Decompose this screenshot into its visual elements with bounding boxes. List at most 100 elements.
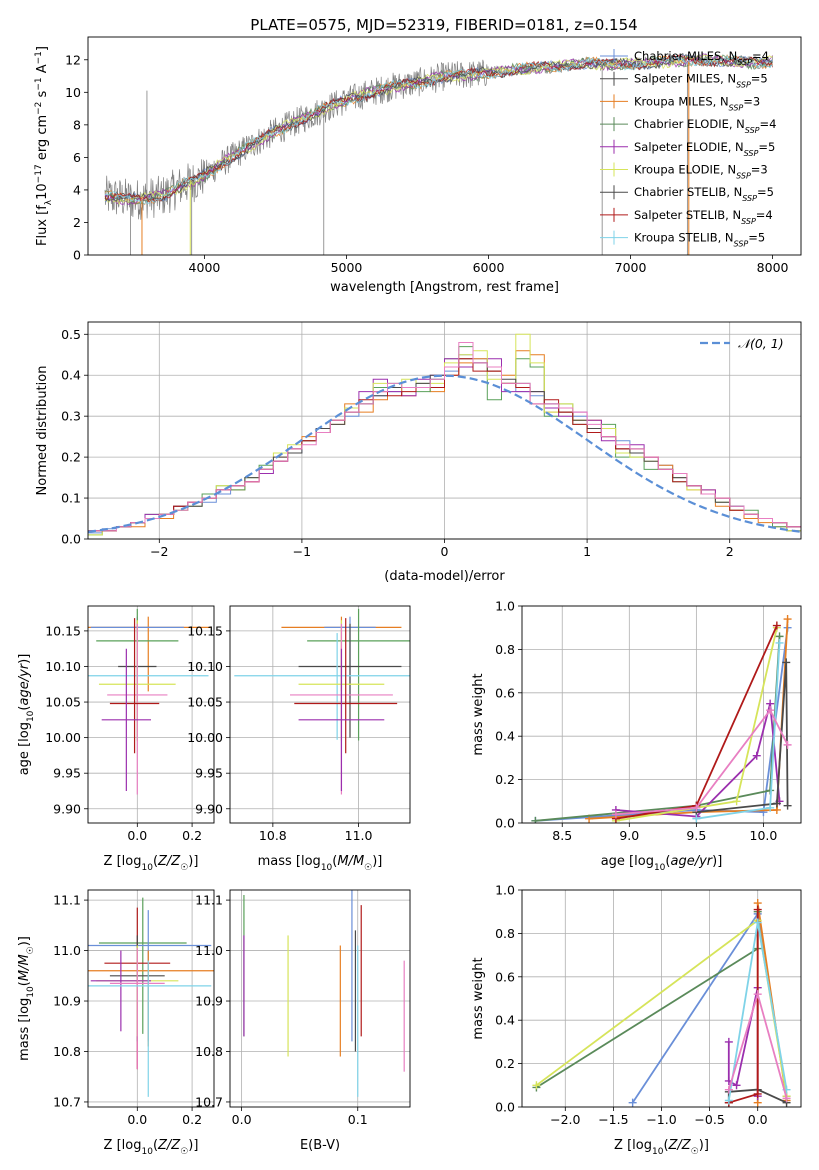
y-tick-label: 0.0 bbox=[495, 1100, 515, 1115]
spectrum-plot bbox=[104, 53, 773, 255]
mass-vs-Z-plot bbox=[88, 897, 214, 1097]
y-tick-label: 10.9 bbox=[195, 994, 223, 1009]
x-tick-label: 0.1 bbox=[348, 1112, 368, 1127]
weight-marker bbox=[753, 905, 762, 914]
y-tick-label: 0.1 bbox=[61, 491, 81, 506]
y-tick-label: 11.0 bbox=[53, 943, 81, 958]
x-tick-label: 0.0 bbox=[127, 1112, 147, 1127]
weight-marker bbox=[766, 706, 775, 715]
x-axis-label: mass [log10(M/M☉)] bbox=[258, 854, 383, 873]
x-axis-label: Z [log10(Z/Z☉)] bbox=[104, 1138, 199, 1157]
y-tick-label: 9.95 bbox=[195, 766, 223, 781]
x-tick-label: −2.0 bbox=[550, 1112, 580, 1127]
x-tick-label: 9.5 bbox=[686, 828, 706, 843]
y-tick-label: 10.10 bbox=[45, 659, 81, 674]
weight-vs-age-axes: 8.5 9.0 9.5 10.0 0.0 0.2 0.4 0.6 0.8 1.0 age [log1… bbox=[471, 599, 802, 873]
weight-line bbox=[535, 627, 789, 822]
weight-marker bbox=[692, 814, 701, 823]
spectrum-axes: 4000 5000 6000 7000 8000 0 2 4 6 8 10 12 Chabrier MI… bbox=[34, 36, 802, 295]
legend-entry: Kroupa ELODIE, NSSP=3 bbox=[634, 163, 768, 181]
weight-marker bbox=[783, 615, 792, 624]
x-axis-label: wavelength [Angstrom, rest frame] bbox=[330, 280, 559, 295]
x-tick-label: 10.0 bbox=[750, 828, 778, 843]
mass-vs-EBV-axes: 0.0 0.1 10.7 10.8 10.9 11.0 11.1 E(B-V) bbox=[195, 889, 411, 1153]
residuals-axes: −2 −1 0 1 2 0.0 0.1 0.2 0.3 0.4 0.5 𝒩(0, 1) (data-mo… bbox=[35, 321, 802, 584]
weight-marker bbox=[732, 1081, 741, 1090]
x-tick-label: 0.0 bbox=[748, 1112, 768, 1127]
y-tick-label: 10.00 bbox=[45, 730, 81, 745]
axes-frame bbox=[229, 605, 411, 824]
y-tick-label: 2 bbox=[73, 215, 81, 230]
y-tick-label: 10.7 bbox=[53, 1094, 81, 1109]
weight-marker bbox=[724, 1037, 733, 1046]
y-axis-label: mass weight bbox=[471, 673, 486, 755]
y-tick-label: 12 bbox=[65, 52, 81, 67]
x-tick-label: 0.0 bbox=[127, 828, 147, 843]
y-tick-label: 0 bbox=[73, 248, 81, 263]
weight-marker bbox=[783, 801, 792, 810]
x-tick-label: 0.2 bbox=[182, 1112, 202, 1127]
x-tick-label: 1 bbox=[583, 544, 591, 559]
y-tick-label: 11.1 bbox=[195, 893, 223, 908]
x-tick-label: −1 bbox=[293, 544, 311, 559]
y-tick-label: 0.2 bbox=[495, 772, 515, 787]
x-tick-label: −1.0 bbox=[646, 1112, 676, 1127]
x-tick-label: −1.5 bbox=[598, 1112, 628, 1127]
y-tick-label: 4 bbox=[73, 182, 81, 197]
weight-marker bbox=[775, 638, 784, 647]
y-tick-label: 10.8 bbox=[195, 1044, 223, 1059]
weight-marker bbox=[753, 918, 762, 927]
y-tick-label: 11.1 bbox=[53, 893, 81, 908]
weight-line bbox=[535, 636, 781, 822]
y-axis-label: mass [log10(M/M☉)] bbox=[17, 936, 36, 1061]
y-tick-label: 10.15 bbox=[45, 623, 81, 638]
x-axis-label: E(B-V) bbox=[300, 1138, 340, 1153]
legend-entry: Kroupa MILES, NSSP=3 bbox=[634, 94, 760, 112]
mass-vs-Z-axes: 0.0 0.2 10.7 10.8 10.9 11.0 11.1 Z [log10(Z/Z☉)… bbox=[17, 889, 215, 1157]
y-tick-label: 0.8 bbox=[495, 926, 515, 941]
y-tick-label: 0.0 bbox=[495, 816, 515, 831]
model-spectrum bbox=[104, 54, 773, 205]
axes-frame bbox=[87, 36, 802, 256]
legend-entry: Chabrier STELIB, NSSP=5 bbox=[634, 185, 774, 203]
y-axis-label: mass weight bbox=[471, 957, 486, 1039]
x-axis-label: (data-model)/error bbox=[384, 569, 505, 584]
y-tick-label: 0.5 bbox=[61, 327, 81, 342]
weight-vs-Z-plot bbox=[532, 899, 791, 1107]
axes-frame bbox=[87, 889, 215, 1108]
weight-marker bbox=[628, 1098, 637, 1107]
weight-marker bbox=[782, 658, 791, 667]
weight-marker bbox=[724, 1085, 733, 1094]
weight-marker bbox=[752, 751, 761, 760]
weight-marker bbox=[531, 816, 540, 823]
y-tick-label: 11.0 bbox=[195, 943, 223, 958]
y-tick-label: 10.8 bbox=[53, 1044, 81, 1059]
mass-vs-EBV-plot bbox=[243, 890, 405, 1097]
weight-marker bbox=[772, 621, 781, 630]
x-tick-label: 10.8 bbox=[259, 828, 287, 843]
legend-entry: Chabrier MILES, NSSP=4 bbox=[634, 49, 769, 67]
weight-marker bbox=[782, 1094, 791, 1103]
y-tick-label: 9.95 bbox=[53, 766, 81, 781]
age-vs-Z-axes: 0.0 0.2 9.90 9.95 10.00 10.05 10.10 10.15 Z [log… bbox=[17, 605, 215, 873]
y-tick-label: 10.10 bbox=[187, 659, 223, 674]
legend-entry: Salpeter MILES, NSSP=5 bbox=[634, 72, 768, 90]
x-tick-label: 8.5 bbox=[552, 828, 572, 843]
legend-entry: Salpeter ELODIE, NSSP=5 bbox=[634, 140, 775, 158]
weight-marker bbox=[692, 803, 701, 812]
weight-marker bbox=[611, 810, 620, 819]
weight-line bbox=[589, 618, 789, 820]
y-tick-label: 10.9 bbox=[53, 994, 81, 1009]
residual-histogram bbox=[88, 342, 801, 532]
legend-entry: Kroupa STELIB, NSSP=5 bbox=[634, 231, 765, 249]
axes-frame bbox=[521, 889, 802, 1108]
age-vs-Z-plot bbox=[88, 608, 212, 795]
y-tick-label: 0.6 bbox=[495, 969, 515, 984]
age-vs-mass-axes: 10.8 11.0 9.90 9.95 10.00 10.05 10.10 10.15 mass… bbox=[187, 605, 411, 873]
legend-entry: Salpeter STELIB, NSSP=4 bbox=[634, 208, 773, 226]
y-axis-label: age [log10(age/yr)] bbox=[17, 654, 36, 776]
x-tick-label: 0.0 bbox=[232, 1112, 252, 1127]
y-tick-label: 8 bbox=[73, 117, 81, 132]
